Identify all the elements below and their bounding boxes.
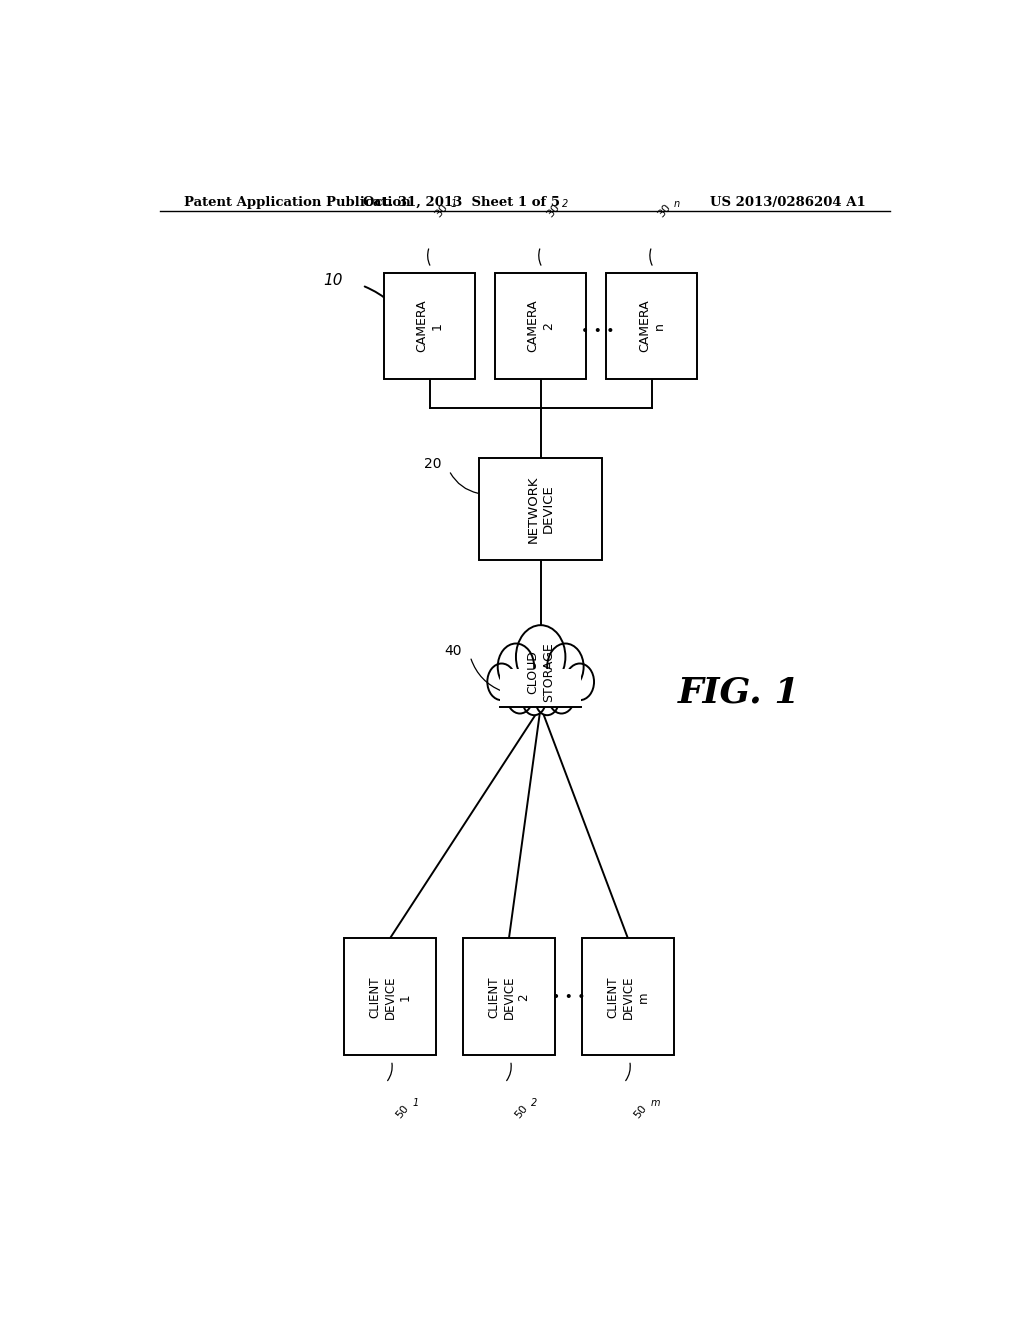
Text: 10: 10 [323, 273, 342, 288]
Text: 50: 50 [632, 1104, 648, 1121]
Text: 50: 50 [513, 1104, 529, 1121]
Circle shape [549, 680, 574, 714]
Text: CAMERA
2: CAMERA 2 [526, 300, 555, 352]
Circle shape [565, 664, 594, 700]
Text: 2: 2 [562, 199, 568, 209]
Circle shape [507, 680, 532, 714]
Text: 1: 1 [412, 1098, 419, 1107]
Text: NETWORK
DEVICE: NETWORK DEVICE [526, 475, 555, 543]
Text: CLIENT
DEVICE
m: CLIENT DEVICE m [606, 975, 649, 1019]
Text: • • •: • • • [552, 990, 585, 1005]
Text: Oct. 31, 2013  Sheet 1 of 5: Oct. 31, 2013 Sheet 1 of 5 [362, 195, 560, 209]
Circle shape [516, 626, 565, 689]
Text: CAMERA
1: CAMERA 1 [416, 300, 443, 352]
Text: FIG. 1: FIG. 1 [678, 675, 801, 709]
FancyBboxPatch shape [463, 939, 555, 1056]
Text: 30: 30 [545, 202, 561, 219]
Text: 2: 2 [531, 1098, 538, 1107]
FancyBboxPatch shape [384, 273, 475, 379]
Text: Patent Application Publication: Patent Application Publication [183, 195, 411, 209]
Circle shape [536, 685, 559, 715]
Circle shape [547, 644, 584, 690]
Text: 30: 30 [433, 202, 451, 219]
Text: CAMERA
n: CAMERA n [638, 300, 666, 352]
Text: 30: 30 [655, 202, 673, 219]
Text: 50: 50 [394, 1104, 411, 1121]
Text: 40: 40 [444, 644, 462, 659]
FancyBboxPatch shape [583, 939, 674, 1056]
Text: US 2013/0286204 A1: US 2013/0286204 A1 [711, 195, 866, 209]
FancyBboxPatch shape [606, 273, 697, 379]
Text: • • •: • • • [581, 325, 614, 338]
Circle shape [487, 664, 516, 700]
Text: CLIENT
DEVICE
1: CLIENT DEVICE 1 [369, 975, 412, 1019]
FancyBboxPatch shape [479, 458, 602, 560]
Text: 1: 1 [451, 199, 458, 209]
Text: CLOUD
STORAGE: CLOUD STORAGE [526, 642, 555, 701]
Text: CLIENT
DEVICE
2: CLIENT DEVICE 2 [487, 975, 530, 1019]
FancyBboxPatch shape [501, 669, 581, 706]
Circle shape [522, 685, 546, 715]
FancyBboxPatch shape [344, 939, 435, 1056]
Circle shape [498, 644, 535, 690]
Text: n: n [673, 199, 679, 209]
FancyBboxPatch shape [495, 273, 587, 379]
Text: 20: 20 [424, 457, 441, 471]
Text: m: m [650, 1098, 659, 1107]
